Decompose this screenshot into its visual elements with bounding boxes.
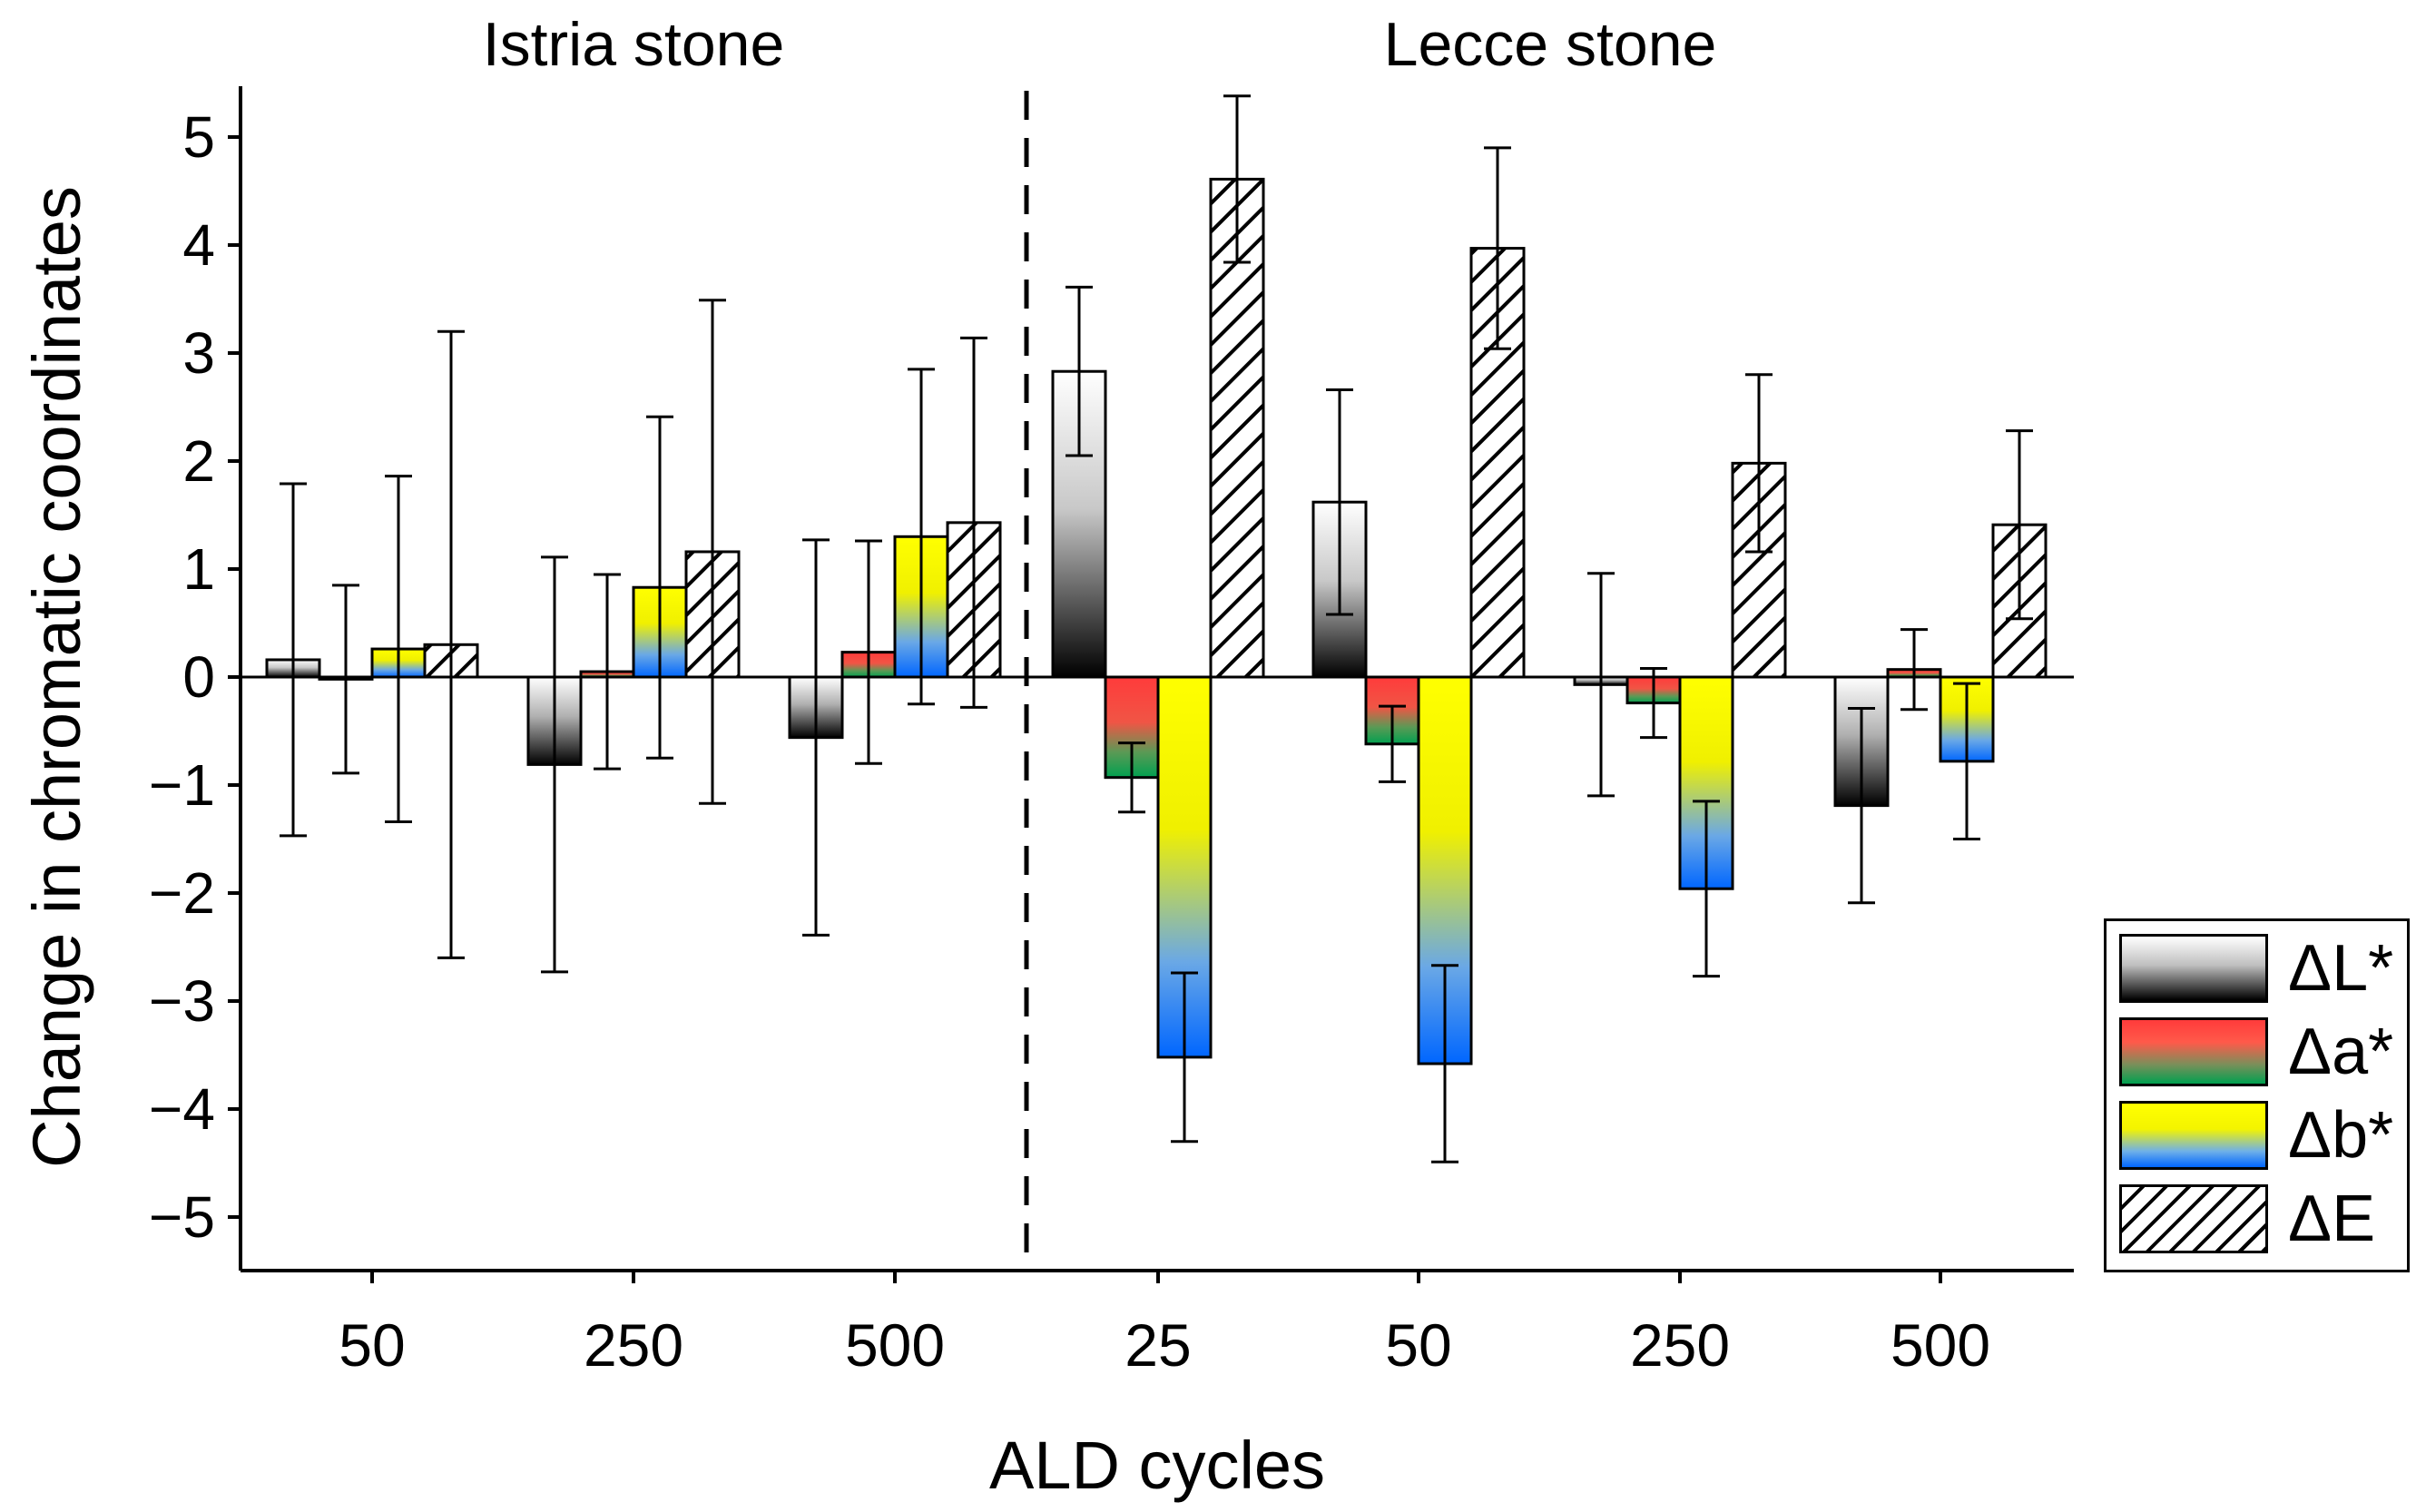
legend-swatch-dE (2119, 1184, 2268, 1253)
legend-item-db: Δb* (2116, 1095, 2406, 1175)
labels: 5 4 3 2 1 0 −1 −2 −3 −4 −5 50 250 500 25 50 250 500 Istria… (19, 10, 1990, 1503)
y-axis-title: Change in chromatic coordinates (19, 186, 94, 1168)
legend-label-db: Δb* (2288, 1099, 2394, 1172)
x-tick-label: 25 (1125, 1311, 1191, 1379)
x-tick-label: 500 (1891, 1311, 1990, 1379)
legend-item-dL: ΔL* (2116, 928, 2406, 1008)
x-tick-label: 250 (584, 1311, 683, 1379)
legend-swatch-da (2119, 1017, 2268, 1086)
y-tick-label: 0 (182, 644, 215, 710)
y-tick-label: −4 (149, 1076, 215, 1142)
legend: ΔL* Δa* Δb* ΔE (2104, 918, 2410, 1272)
legend-item-dE: ΔE (2116, 1179, 2406, 1259)
group-title-lecce: Lecce stone (1384, 10, 1717, 79)
y-tick-label: −3 (149, 968, 215, 1034)
y-tick-label: 3 (182, 320, 215, 386)
x-tick-label: 50 (1385, 1311, 1451, 1379)
bars (265, 177, 2048, 1065)
group-title-istria: Istria stone (483, 10, 785, 79)
y-tick-label: −5 (149, 1184, 215, 1250)
legend-label-dE: ΔE (2288, 1183, 2376, 1255)
y-tick-label: −2 (149, 860, 215, 926)
error-bars (280, 94, 2033, 1163)
x-tick-label: 500 (845, 1311, 945, 1379)
y-tick-label: −1 (149, 752, 215, 818)
x-axis-title: ALD cycles (989, 1428, 1325, 1503)
legend-label-dL: ΔL* (2288, 932, 2394, 1005)
y-tick-label: 5 (182, 104, 215, 170)
y-tick-label: 1 (182, 536, 215, 602)
x-tick-label: 50 (339, 1311, 405, 1379)
legend-label-da: Δa* (2288, 1016, 2394, 1088)
y-tick-label: 4 (182, 212, 215, 278)
y-tick-label: 2 (182, 428, 215, 494)
legend-item-da: Δa* (2116, 1012, 2406, 1092)
legend-swatch-dL (2119, 934, 2268, 1003)
x-tick-label: 250 (1630, 1311, 1730, 1379)
legend-swatch-db (2119, 1101, 2268, 1170)
